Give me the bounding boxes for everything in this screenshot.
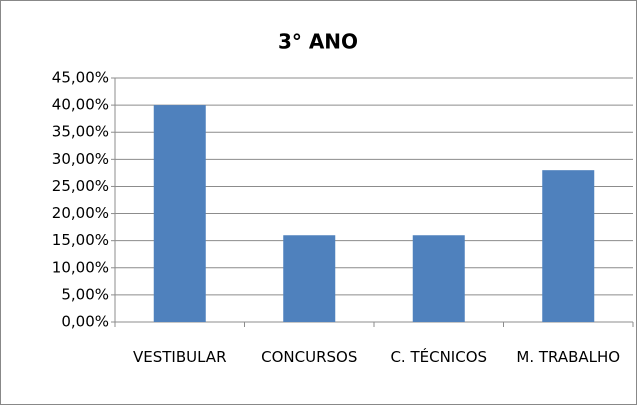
x-tick-label: M. TRABALHO xyxy=(516,348,621,366)
y-tick-label: 20,00% xyxy=(52,204,109,222)
y-tick-label: 40,00% xyxy=(52,96,109,114)
y-tick-label: 30,00% xyxy=(52,150,109,168)
x-tick-label: VESTIBULAR xyxy=(132,348,227,366)
y-tick-label: 25,00% xyxy=(52,177,109,195)
y-tick-label: 10,00% xyxy=(52,258,109,276)
y-tick-label: 35,00% xyxy=(52,123,109,141)
y-tick-label: 45,00% xyxy=(52,69,109,87)
x-tick-label: CONCURSOS xyxy=(261,348,358,366)
chart-title: 3° ANO xyxy=(278,30,358,54)
bar xyxy=(283,235,336,322)
x-tick-label: C. TÉCNICOS xyxy=(390,348,488,366)
y-tick-label: 0,00% xyxy=(61,313,109,331)
bar xyxy=(542,170,595,322)
bar xyxy=(153,105,206,322)
y-tick-label: 15,00% xyxy=(52,231,109,249)
bar xyxy=(412,235,465,322)
y-tick-label: 5,00% xyxy=(61,285,109,303)
